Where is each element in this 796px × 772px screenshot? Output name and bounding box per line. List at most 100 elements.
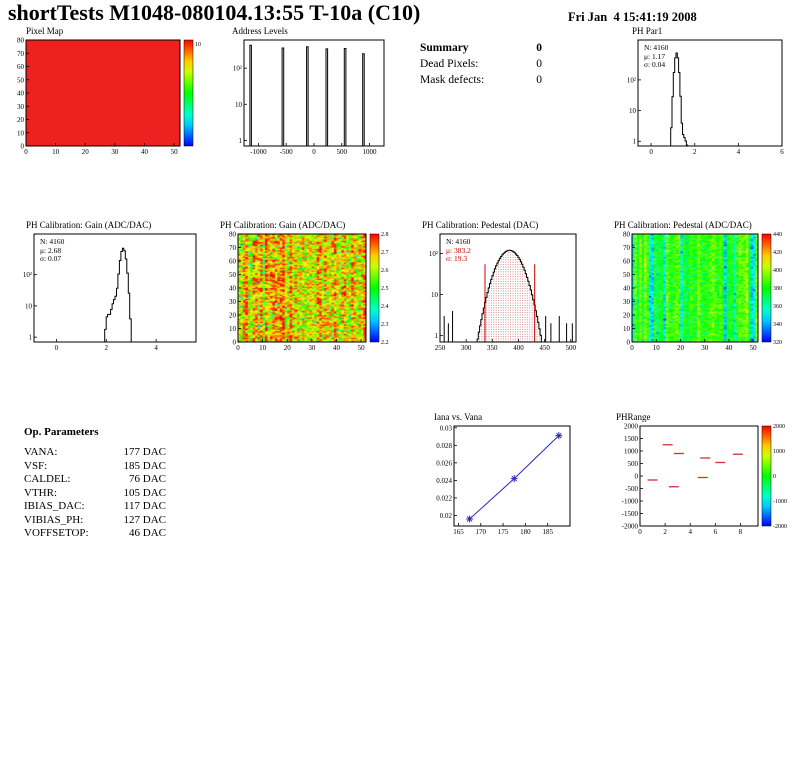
svg-text:10: 10 — [229, 325, 237, 333]
svg-text:10²: 10² — [627, 76, 636, 84]
svg-text:360: 360 — [773, 304, 782, 310]
svg-text:2: 2 — [105, 344, 109, 352]
svg-text:20: 20 — [284, 344, 292, 352]
svg-text:340: 340 — [773, 322, 782, 328]
gain-map-plot-area: 0 10 20 30 40 50 0 10 20 30 40 50 60 70 80 2.8 2.7 2.6 2.5… — [229, 231, 389, 353]
svg-text:40: 40 — [141, 148, 149, 156]
svg-text:30: 30 — [17, 103, 25, 111]
svg-text:10: 10 — [431, 291, 439, 299]
svg-text:40: 40 — [17, 90, 25, 98]
param-value: 185 DAC — [123, 459, 166, 472]
svg-text:10²: 10² — [23, 271, 32, 279]
svg-text:0: 0 — [233, 339, 237, 347]
svg-text:-1000: -1000 — [250, 148, 267, 156]
svg-text:1000: 1000 — [773, 449, 785, 455]
svg-text:10²: 10² — [429, 250, 438, 258]
stat-entries: N: 4160 — [40, 237, 65, 246]
param-label: IBIAS_DAC: — [24, 500, 85, 512]
svg-text:-2000: -2000 — [773, 524, 787, 530]
param-label: VIBIAS_PH: — [24, 513, 84, 526]
svg-text:0: 0 — [627, 339, 631, 347]
svg-text:500: 500 — [337, 148, 348, 156]
iana-vana-plot-area: 165 170 175 180 185 0.02 0.022 0.024 0.026 0.028 0… — [436, 424, 571, 536]
svg-text:0.02: 0.02 — [440, 512, 453, 520]
svg-text:50: 50 — [17, 76, 25, 84]
param-label: VANA: — [24, 446, 58, 458]
stat-entries: N: 4160 — [446, 237, 471, 246]
svg-text:10: 10 — [17, 129, 25, 137]
svg-text:10: 10 — [259, 344, 267, 352]
svg-text:300: 300 — [461, 344, 472, 352]
svg-text:2.2: 2.2 — [381, 340, 389, 346]
svg-text:0: 0 — [312, 148, 316, 156]
pedestal-map-heatmap — [632, 234, 758, 342]
svg-text:2.7: 2.7 — [381, 250, 389, 256]
svg-text:4: 4 — [154, 344, 158, 352]
param-label: VOFFSETOP: — [24, 527, 89, 539]
svg-text:0: 0 — [773, 474, 776, 480]
param-value: 127 DAC — [123, 513, 166, 526]
plot-title: PH Par1 — [632, 26, 663, 36]
svg-text:70: 70 — [17, 50, 25, 58]
svg-text:80: 80 — [623, 231, 631, 239]
pedestal-map-plot-area: 0 10 20 30 40 50 0 10 20 30 40 50 60 70 80 440 420 400 380… — [623, 231, 782, 353]
svg-text:420: 420 — [773, 250, 782, 256]
svg-text:250: 250 — [435, 344, 446, 352]
svg-text:10: 10 — [25, 302, 33, 310]
timestamp: Fri Jan 4 15:41:19 2008 — [568, 10, 697, 24]
svg-text:1: 1 — [435, 332, 439, 340]
pedestal-histogram-plot: PH Calibration: Pedestal (DAC) N: 4160 μ… — [416, 218, 582, 360]
svg-text:380: 380 — [773, 286, 782, 292]
svg-text:60: 60 — [229, 258, 237, 266]
dead-pixels-value: 0 — [536, 58, 542, 70]
param-value: 105 DAC — [123, 486, 166, 499]
svg-text:185: 185 — [542, 528, 553, 536]
svg-text:50: 50 — [229, 271, 237, 279]
svg-text:10: 10 — [629, 107, 637, 115]
svg-text:165: 165 — [453, 528, 464, 536]
pixel-map-plot: Pixel Map 0 10 20 30 40 50 0 10 20 30 40 50 60 70 80 10 — [4, 24, 216, 164]
svg-text:2: 2 — [693, 148, 697, 156]
svg-text:1000: 1000 — [624, 448, 639, 456]
svg-text:50: 50 — [623, 271, 631, 279]
svg-text:1: 1 — [633, 138, 637, 146]
svg-text:0.03: 0.03 — [440, 424, 453, 432]
param-label: CALDEL: — [24, 473, 71, 485]
plot-title: PH Calibration: Pedestal (ADC/DAC) — [614, 220, 752, 230]
svg-text:60: 60 — [17, 63, 25, 71]
svg-text:0.022: 0.022 — [436, 494, 452, 502]
svg-text:50: 50 — [750, 344, 758, 352]
stat-entries: N: 4160 — [644, 43, 669, 52]
svg-text:170: 170 — [476, 528, 487, 536]
plot-title: Iana vs. Vana — [434, 412, 483, 422]
stat-sigma: σ: 19.3 — [446, 254, 468, 263]
svg-text:2: 2 — [663, 528, 667, 536]
svg-text:175: 175 — [498, 528, 509, 536]
svg-text:2000: 2000 — [624, 423, 639, 431]
phrange-plot-area: 0 2 4 6 8 2000 1500 1000 500 0 -500 -1000 -1500 -2000… — [622, 423, 787, 537]
svg-text:450: 450 — [539, 344, 550, 352]
plot-title: PH Calibration: Gain (ADC/DAC) — [26, 220, 152, 230]
svg-text:40: 40 — [333, 344, 341, 352]
svg-text:500: 500 — [628, 460, 639, 468]
svg-text:0: 0 — [55, 344, 59, 352]
svg-text:20: 20 — [623, 312, 631, 320]
plot-title: PH Calibration: Gain (ADC/DAC) — [220, 220, 346, 230]
svg-text:-500: -500 — [625, 485, 638, 493]
iana-vs-vana-plot: Iana vs. Vana 165 170 175 180 185 0.02 0.022 0.… — [422, 410, 578, 544]
svg-text:10: 10 — [235, 101, 243, 109]
phrange-plot: PHRange 0 2 4 6 8 2000 1500 1000 500 0 -500 -1000 -1… — [608, 410, 796, 544]
gain-hist-plot-area: 0 2 4 1 10 10² — [23, 233, 197, 352]
summary-title: Summary — [420, 42, 469, 54]
svg-text:50: 50 — [358, 344, 366, 352]
svg-text:-1000: -1000 — [773, 499, 787, 505]
plot-title: PHRange — [616, 412, 651, 422]
svg-text:10: 10 — [623, 325, 631, 333]
svg-text:-2000: -2000 — [622, 523, 639, 531]
svg-text:40: 40 — [229, 285, 237, 293]
param-label: VSF: — [24, 459, 48, 472]
stat-mean: μ: 383.2 — [446, 245, 471, 255]
svg-text:1500: 1500 — [624, 435, 639, 443]
svg-text:180: 180 — [520, 528, 531, 536]
ph-par1-plot: PH Par1 N: 4160 μ: 1.17 σ: 0.04 0 2 4 6 1 10 1… — [610, 24, 792, 164]
